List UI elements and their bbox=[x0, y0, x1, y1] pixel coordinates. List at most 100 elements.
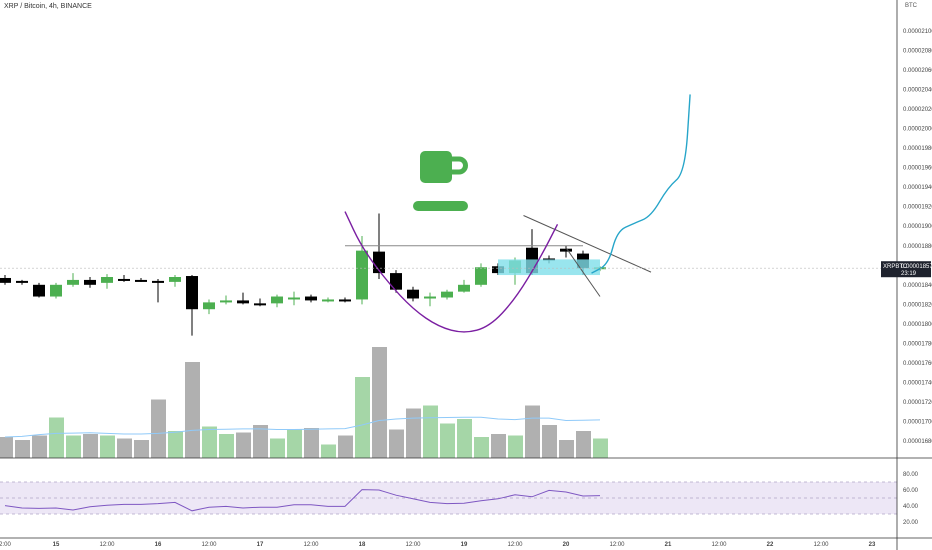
volume-layer bbox=[0, 347, 608, 458]
candle-body bbox=[33, 284, 45, 297]
candle-body bbox=[390, 273, 402, 290]
candle-body bbox=[356, 250, 368, 300]
candle-body bbox=[424, 296, 436, 299]
volume-bar bbox=[406, 408, 421, 458]
price-tick-label: 0.00001840 bbox=[903, 283, 932, 289]
volume-bar bbox=[151, 399, 166, 458]
volume-bar bbox=[15, 440, 30, 458]
price-tick-label: 0.00002000 bbox=[903, 127, 932, 133]
rsi-tick-label: 60.00 bbox=[903, 488, 919, 494]
price-tick-label: 0.00001740 bbox=[903, 380, 932, 386]
time-tick-label: 22 bbox=[767, 542, 774, 548]
candle-body bbox=[288, 297, 300, 300]
volume-bar bbox=[372, 347, 387, 458]
time-tick-label: 16 bbox=[155, 542, 162, 548]
candle-body bbox=[373, 251, 385, 274]
volume-bar bbox=[321, 444, 336, 458]
time-tick-label: 12:00 bbox=[813, 542, 829, 548]
time-tick-label: 12:00 bbox=[507, 542, 523, 548]
price-badge-value: 0.00001857 bbox=[901, 264, 932, 270]
price-badge-symbol: XRPBTC bbox=[883, 264, 908, 270]
time-tick-label: 2:00 bbox=[0, 542, 11, 548]
candle-body bbox=[152, 280, 164, 283]
time-tick-label: 17 bbox=[257, 542, 264, 548]
flag-lower-line bbox=[565, 247, 601, 297]
volume-bar bbox=[338, 435, 353, 458]
candles-layer bbox=[0, 213, 606, 336]
volume-bar bbox=[236, 432, 251, 458]
volume-bar bbox=[168, 431, 183, 458]
price-tick-label: 0.00001880 bbox=[903, 244, 932, 250]
candle-body bbox=[169, 277, 181, 282]
volume-bar bbox=[49, 417, 64, 458]
volume-bar bbox=[66, 435, 81, 458]
flag-upper-line bbox=[523, 215, 652, 273]
candle-body bbox=[84, 279, 96, 285]
price-unit-label: BTC bbox=[905, 3, 917, 9]
volume-bar bbox=[525, 405, 540, 458]
candle-body bbox=[203, 302, 215, 310]
candle-body bbox=[135, 279, 147, 282]
time-tick-label: 12:00 bbox=[711, 542, 727, 548]
volume-bar bbox=[593, 438, 608, 458]
candle-body bbox=[271, 296, 283, 304]
volume-bar bbox=[389, 429, 404, 458]
price-tick-label: 0.00002080 bbox=[903, 49, 932, 55]
volume-bar bbox=[542, 425, 557, 458]
candle-body bbox=[339, 299, 351, 302]
time-tick-label: 12:00 bbox=[99, 542, 115, 548]
candle-body bbox=[322, 299, 334, 302]
rsi-layer bbox=[4, 489, 601, 512]
price-tick-label: 0.00001960 bbox=[903, 166, 932, 172]
time-tick-label: 12:00 bbox=[405, 542, 421, 548]
volume-bar bbox=[270, 438, 285, 458]
volume-bar bbox=[304, 428, 319, 458]
time-tick-label: 12:00 bbox=[201, 542, 217, 548]
annotations-layer bbox=[344, 94, 691, 333]
flag-box bbox=[498, 259, 600, 276]
time-tick-label: 20 bbox=[563, 542, 570, 548]
price-tick-label: 0.00001760 bbox=[903, 361, 932, 367]
candle-body bbox=[560, 248, 572, 252]
cup-curve bbox=[344, 211, 559, 333]
price-badge-countdown: 23:19 bbox=[901, 271, 917, 277]
volume-bar bbox=[559, 440, 574, 458]
time-tick-label: 18 bbox=[359, 542, 366, 548]
candle-body bbox=[0, 277, 11, 283]
volume-bar bbox=[32, 435, 47, 458]
price-tick-label: 0.00001780 bbox=[903, 341, 932, 347]
price-tick-label: 0.00001980 bbox=[903, 146, 932, 152]
volume-bar bbox=[134, 440, 149, 458]
volume-bar bbox=[423, 405, 438, 458]
candle-body bbox=[186, 276, 198, 310]
rsi-tick-label: 40.00 bbox=[903, 504, 919, 510]
rsi-tick-label: 80.00 bbox=[903, 472, 919, 478]
candle-body bbox=[67, 279, 79, 285]
volume-bar bbox=[100, 435, 115, 458]
projection-path bbox=[591, 94, 691, 274]
volume-bar bbox=[508, 435, 523, 458]
price-tick-label: 0.00001920 bbox=[903, 205, 932, 211]
price-tick-label: 0.00001900 bbox=[903, 224, 932, 230]
candle-body bbox=[101, 277, 113, 283]
volume-bar bbox=[219, 434, 234, 458]
candle-body bbox=[237, 300, 249, 304]
candle-body bbox=[305, 296, 317, 301]
rsi-band-layer bbox=[0, 481, 897, 515]
volume-ma-line bbox=[4, 416, 601, 438]
price-tick-label: 0.00001820 bbox=[903, 302, 932, 308]
candle-body bbox=[441, 291, 453, 298]
volume-bar bbox=[253, 425, 268, 458]
price-tick-label: 0.00001940 bbox=[903, 185, 932, 191]
candle-body bbox=[50, 284, 62, 297]
price-tick-label: 0.00002100 bbox=[903, 29, 932, 35]
volume-bar bbox=[576, 431, 591, 458]
candle-body bbox=[458, 284, 470, 292]
time-tick-label: 23 bbox=[869, 542, 876, 548]
volume-bar bbox=[185, 362, 200, 458]
volume-bar bbox=[355, 377, 370, 458]
volume-bar bbox=[440, 423, 455, 458]
rsi-band bbox=[0, 482, 897, 514]
candle-body bbox=[254, 303, 266, 306]
